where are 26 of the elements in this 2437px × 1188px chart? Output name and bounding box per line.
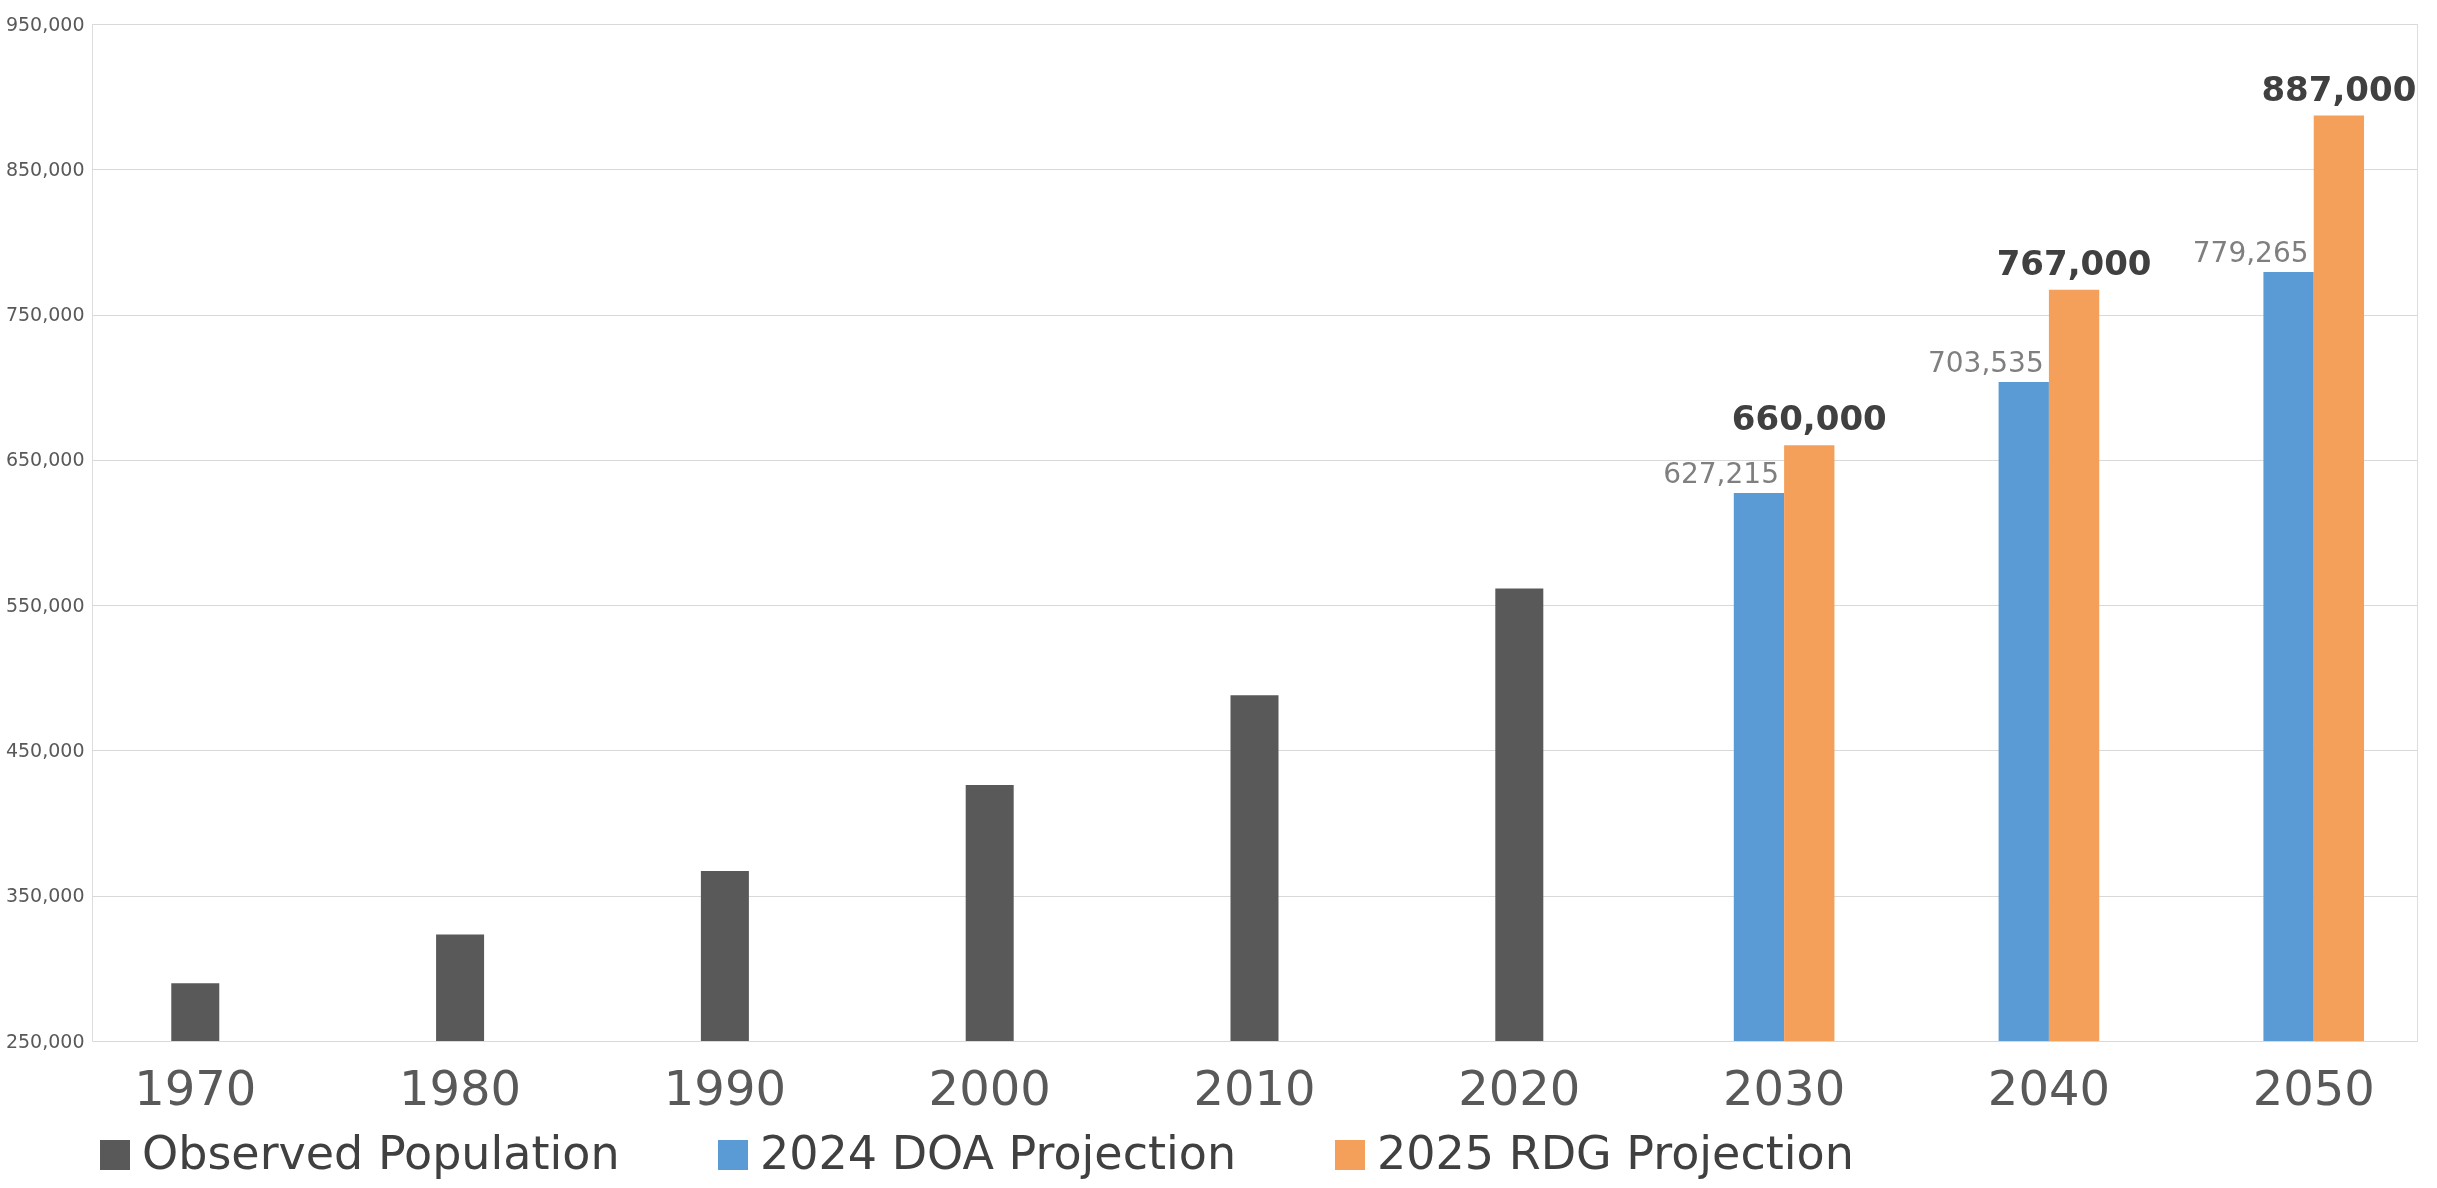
data-label: 767,000 <box>1996 242 2152 283</box>
y-tick-label: 450,000 <box>5 738 85 761</box>
data-label: 703,535 <box>1927 346 2044 380</box>
x-tick-label: 2040 <box>1987 1059 2110 1116</box>
y-tick-label: 350,000 <box>5 884 85 907</box>
y-tick-label: 650,000 <box>5 448 85 471</box>
data-label: 779,265 <box>2192 236 2309 270</box>
legend-label: 2025 RDG Projection <box>1377 1126 1854 1180</box>
x-tick-label: 2030 <box>1723 1059 1846 1116</box>
data-label: 887,000 <box>2261 68 2417 109</box>
y-tick-label: 250,000 <box>5 1029 85 1052</box>
legend-label: Observed Population <box>142 1126 620 1180</box>
x-tick-label: 2010 <box>1193 1059 1316 1116</box>
y-tick-label: 950,000 <box>5 12 85 35</box>
legend-label: 2024 DOA Projection <box>760 1126 1237 1180</box>
data-label: 627,215 <box>1663 456 1779 490</box>
y-tick-label: 850,000 <box>5 157 85 180</box>
y-tick-label: 750,000 <box>5 303 85 326</box>
x-tick-label: 2000 <box>928 1059 1051 1116</box>
y-tick-label: 550,000 <box>5 593 85 616</box>
x-tick-label: 1970 <box>134 1059 257 1116</box>
x-tick-label: 1980 <box>399 1059 522 1116</box>
x-tick-label: 2020 <box>1458 1059 1581 1116</box>
x-tick-label: 2050 <box>2252 1059 2375 1116</box>
data-label: 660,000 <box>1731 398 1887 439</box>
x-tick-label: 1990 <box>663 1059 786 1116</box>
